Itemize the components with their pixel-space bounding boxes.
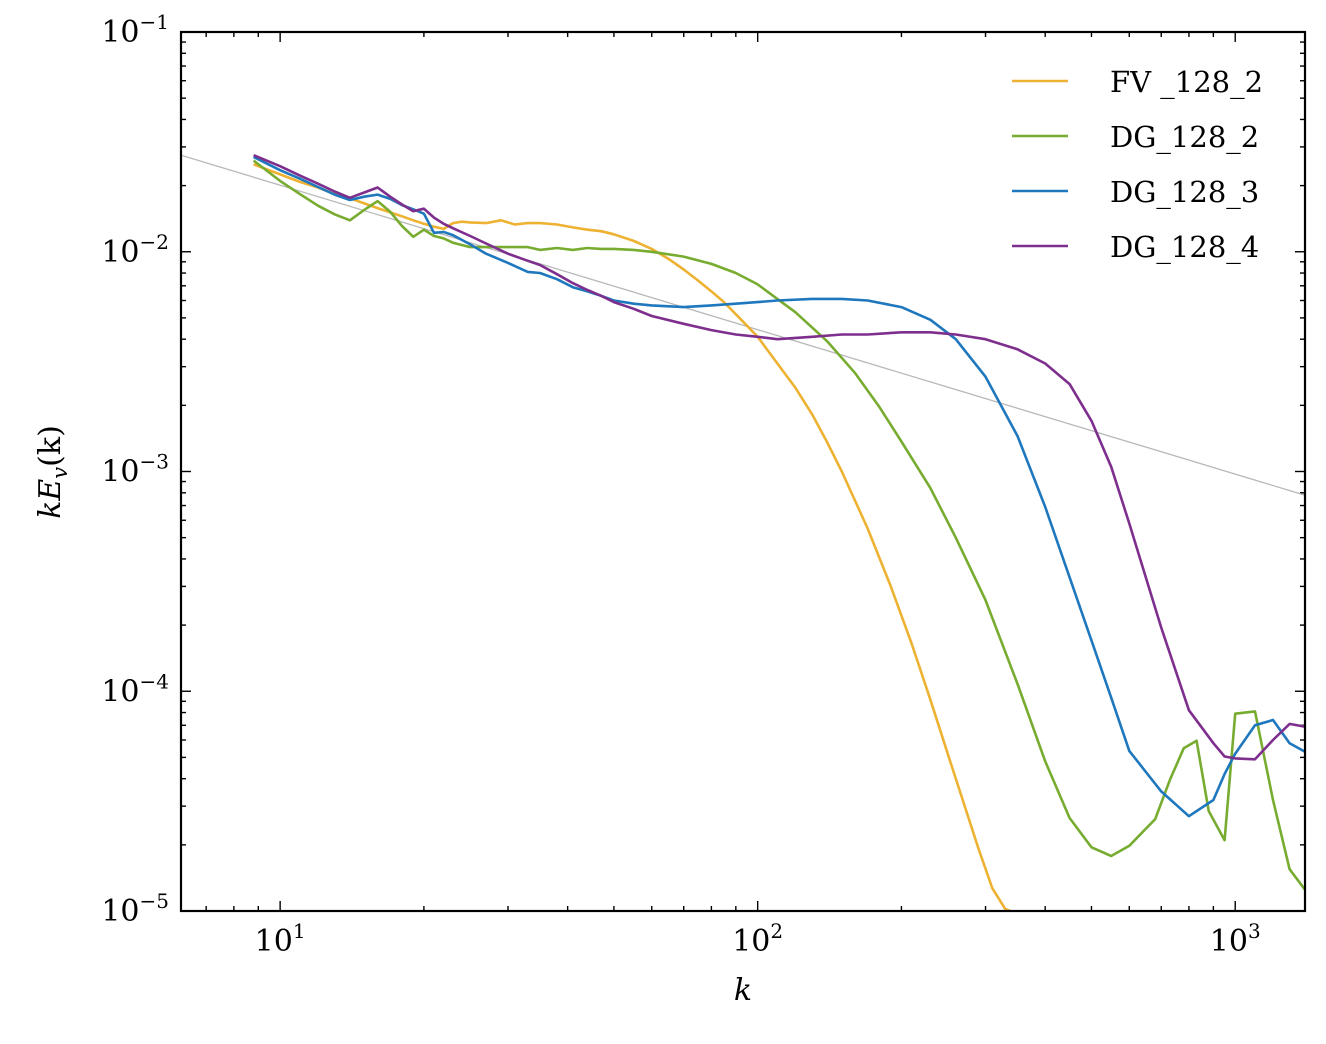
series-line-fv-128-2	[253, 163, 1011, 911]
plot-frame	[179, 30, 1307, 913]
legend-label: FV _128_2	[1110, 65, 1263, 100]
reference-line	[181, 154, 1305, 496]
y-tick-label-base: 10	[101, 235, 139, 270]
y-axis-label-arg: (k)	[33, 425, 68, 467]
y-axis-label: kEv(k)	[33, 425, 72, 519]
y-tick-label: 10−3	[101, 450, 169, 490]
y-tick-label-base: 10	[101, 894, 139, 929]
y-tick-label: 10−2	[101, 230, 169, 270]
x-axis-label: k	[734, 973, 752, 1008]
series-line-dg-128-4	[253, 153, 1305, 761]
y-tick-label-exponent: −4	[140, 669, 169, 693]
series-layer	[181, 153, 1305, 911]
y-tick-label: 10−1	[101, 10, 169, 50]
y-axis-label-sub: v	[48, 467, 72, 479]
x-tick-label-base: 10	[255, 924, 293, 959]
legend: FV _128_2 DG_128_2 DG_128_3 DG_128_4	[1012, 65, 1263, 265]
y-tick-label-exponent: −5	[140, 889, 169, 913]
x-tick-label-base: 10	[1210, 924, 1248, 959]
y-axis-label-k: k	[33, 501, 68, 519]
y-tick-label-base: 10	[101, 455, 139, 490]
series-line-dg-128-2	[252, 159, 1305, 891]
legend-label: DG_128_4	[1110, 230, 1259, 265]
x-tick-label-exponent: 1	[293, 919, 306, 943]
x-tick-label: 103	[1210, 919, 1261, 959]
legend-label: DG_128_3	[1110, 175, 1259, 210]
x-tick-label: 102	[732, 919, 783, 959]
y-tick-label-base: 10	[101, 15, 139, 50]
y-tick-label-exponent: −3	[140, 450, 169, 474]
y-tick-label-base: 10	[101, 674, 139, 709]
x-tick-label: 101	[255, 919, 306, 959]
legend-label: DG_128_2	[1110, 120, 1259, 155]
y-tick-label-exponent: −2	[140, 230, 169, 254]
x-tick-label-exponent: 2	[770, 919, 783, 943]
y-tick-label: 10−5	[101, 889, 169, 929]
y-axis-label-E: E	[33, 479, 68, 502]
y-tick-label-exponent: −1	[140, 10, 169, 34]
x-tick-label-exponent: 3	[1248, 919, 1261, 943]
y-tick-label: 10−4	[101, 669, 169, 709]
x-tick-label-base: 10	[732, 924, 770, 959]
